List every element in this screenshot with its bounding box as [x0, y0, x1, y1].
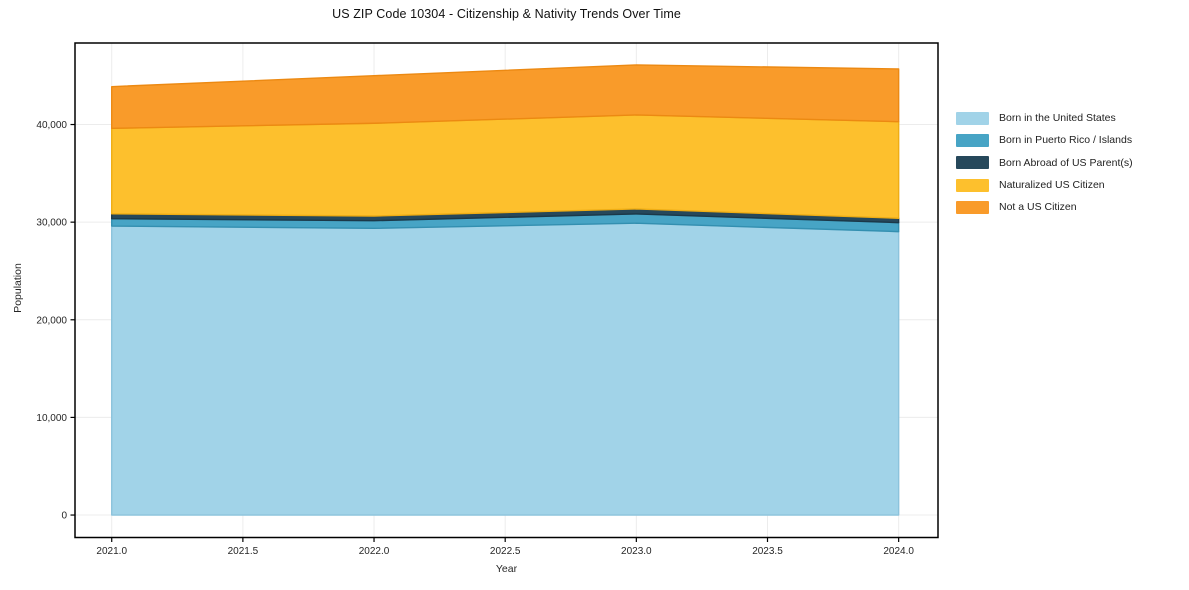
area-naturalized-us-citizen — [111, 114, 900, 219]
legend-swatch-icon — [956, 111, 989, 125]
legend-label: Not a US Citizen — [999, 201, 1077, 214]
legend-swatch-icon — [956, 156, 989, 170]
y-tick-label: 10,000 — [36, 413, 67, 424]
legend: Born in the United States Born in Puerto … — [956, 107, 1133, 218]
legend-row: Born in the United States — [956, 107, 1133, 129]
legend-swatch-icon — [956, 178, 989, 192]
area-born-in-the-united-states — [111, 222, 900, 516]
x-tick-label: 2023.5 — [752, 546, 783, 557]
legend-row: Born Abroad of US Parent(s) — [956, 152, 1133, 174]
y-tick-label: 40,000 — [36, 120, 67, 131]
y-tick-label: 0 — [61, 511, 67, 522]
legend-label: Born in Puerto Rico / Islands — [999, 134, 1133, 147]
legend-label: Born Abroad of US Parent(s) — [999, 156, 1133, 169]
legend-label: Born in the United States — [999, 112, 1116, 125]
legend-row: Not a US Citizen — [956, 196, 1133, 218]
legend-row: Naturalized US Citizen — [956, 174, 1133, 196]
x-tick-label: 2022.5 — [490, 546, 521, 557]
x-tick-label: 2022.0 — [359, 546, 390, 557]
x-tick-label: 2023.0 — [621, 546, 652, 557]
chart-title: US ZIP Code 10304 - Citizenship & Nativi… — [332, 7, 681, 21]
x-tick-label: 2021.5 — [228, 546, 259, 557]
legend-label: Naturalized US Citizen — [999, 179, 1105, 192]
y-tick-label: 20,000 — [36, 315, 67, 326]
legend-swatch-icon — [956, 133, 989, 147]
x-axis-label: Year — [495, 563, 518, 575]
x-tick-label: 2021.0 — [96, 546, 127, 557]
axes-frame — [74, 42, 939, 539]
legend-row: Born in Puerto Rico / Islands — [956, 129, 1133, 151]
y-axis-label: Population — [12, 263, 24, 313]
x-tick-label: 2024.0 — [883, 546, 914, 557]
legend-swatch-icon — [956, 200, 989, 214]
area-not-a-us-citizen — [111, 64, 900, 130]
y-tick-label: 30,000 — [36, 218, 67, 229]
